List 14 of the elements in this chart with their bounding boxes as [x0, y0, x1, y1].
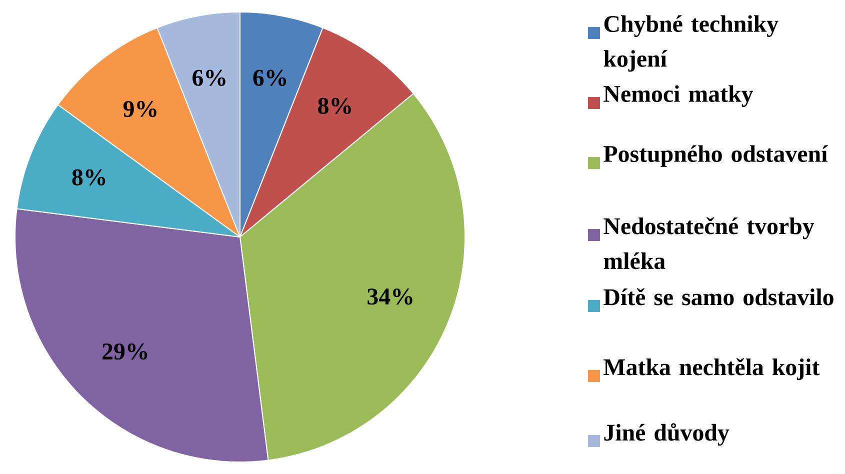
- data-label: 8%: [72, 169, 106, 186]
- data-label: 6%: [253, 70, 286, 86]
- data-label: 34%: [368, 288, 412, 305]
- data-label: 6%: [192, 70, 226, 86]
- legend-label: Dítě se samo odstavilo: [604, 288, 834, 306]
- legend-label: Postupného odstavení: [604, 145, 828, 167]
- legend-label: Matka nechtěla kojit: [604, 358, 820, 380]
- legend-label: Chybné techniky kojení: [604, 15, 778, 72]
- data-label: 9%: [123, 100, 156, 118]
- legend-label: Jiné důvody: [604, 423, 730, 446]
- data-label: 8%: [318, 98, 351, 114]
- data-label: 29%: [102, 343, 148, 360]
- legend-label: Nemoci matky: [604, 85, 754, 107]
- legend-label: Nedostatečné tvorby mléka: [604, 217, 814, 270]
